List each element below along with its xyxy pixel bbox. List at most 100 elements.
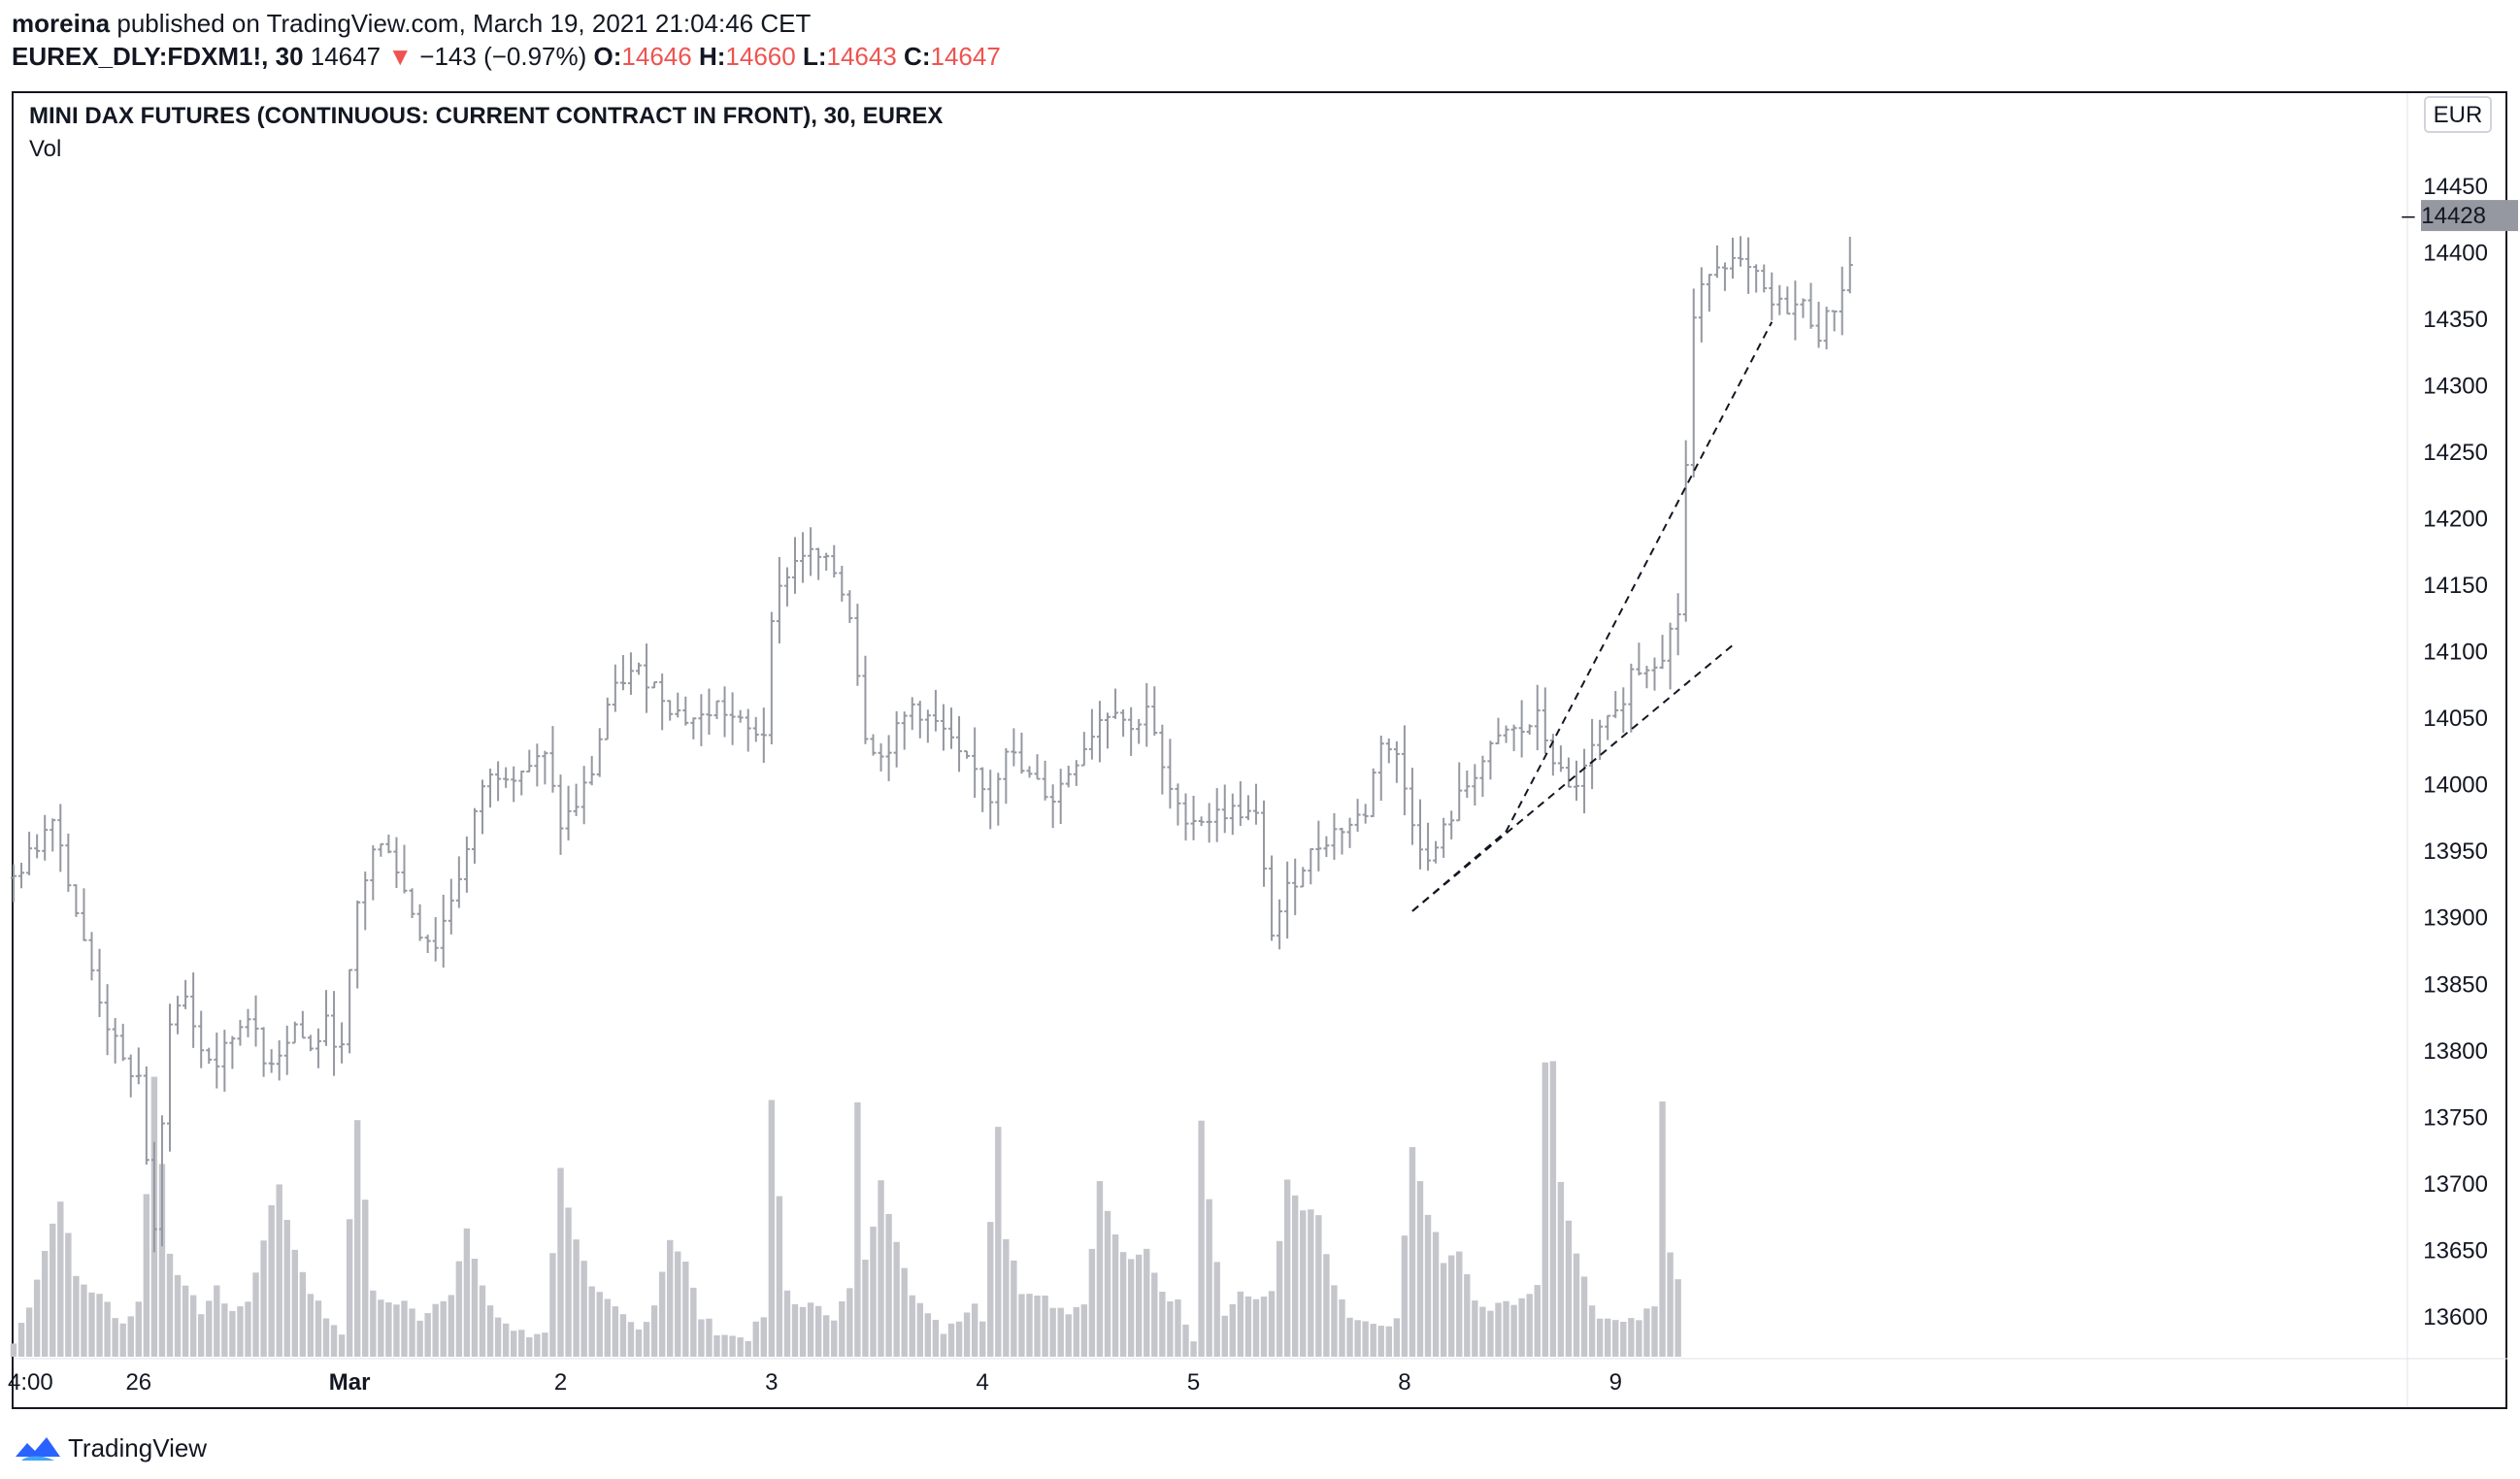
volume-bar — [1580, 1276, 1588, 1357]
volume-bar — [1136, 1254, 1143, 1357]
volume-bar — [1034, 1295, 1041, 1357]
volume-bar — [635, 1329, 643, 1357]
volume-bar — [1549, 1061, 1557, 1357]
volume-bar — [268, 1204, 275, 1357]
volume-bar — [1088, 1248, 1096, 1357]
volume-bar — [737, 1337, 744, 1357]
legend-volume: Vol — [29, 136, 62, 162]
volume-bar — [987, 1222, 994, 1357]
volume-bar — [135, 1301, 142, 1357]
price-tick-label: 13750 — [2423, 1104, 2488, 1131]
time-tick-label: 4 — [977, 1369, 989, 1396]
volume-bar — [1385, 1326, 1392, 1357]
volume-bar — [1182, 1324, 1189, 1357]
volume-bar — [627, 1322, 635, 1357]
volume-bar — [346, 1219, 353, 1357]
symbol-name[interactable]: EUREX_DLY:FDXM1!, 30 — [12, 42, 304, 71]
volume-bar — [307, 1294, 315, 1357]
volume-bar — [206, 1300, 213, 1357]
currency-badge[interactable] — [2424, 96, 2492, 133]
volume-bar — [1588, 1305, 1596, 1357]
volume-bar — [338, 1334, 346, 1357]
volume-bar — [565, 1207, 572, 1357]
volume-bar — [1401, 1235, 1409, 1357]
volume-bar — [658, 1271, 666, 1357]
volume-bar — [534, 1333, 541, 1357]
volume-bar — [799, 1306, 807, 1357]
volume-bar — [1636, 1320, 1642, 1357]
volume-bar — [315, 1300, 322, 1357]
publish-info: moreina published on TradingView.com, Ma… — [12, 6, 811, 41]
volume-bar — [1268, 1291, 1276, 1357]
volume-bar — [104, 1301, 111, 1357]
volume-bar — [1667, 1252, 1674, 1357]
volume-bar — [112, 1318, 118, 1357]
volume-bar — [963, 1312, 971, 1357]
volume-bar — [1377, 1326, 1384, 1357]
volume-bar — [745, 1340, 751, 1357]
volume-bar — [1346, 1317, 1353, 1357]
volume-bar — [283, 1220, 290, 1357]
volume-bar — [448, 1295, 454, 1357]
price-tick-label: 14050 — [2423, 706, 2488, 732]
volume-bar — [1424, 1214, 1432, 1357]
volume-bar — [1308, 1209, 1314, 1357]
volume-bar — [1487, 1310, 1494, 1357]
volume-bar — [1080, 1304, 1088, 1357]
volume-bar — [1323, 1254, 1330, 1357]
author-name[interactable]: moreina — [12, 9, 111, 38]
legend-title: MINI DAX FUTURES (CONTINUOUS: CURRENT CO… — [29, 103, 944, 129]
volume-bar — [502, 1323, 510, 1357]
volume-bar — [322, 1318, 330, 1357]
volume-bar — [604, 1298, 611, 1357]
time-tick-label: 2 — [554, 1369, 567, 1396]
volume-bar — [362, 1200, 369, 1357]
volume-bar — [65, 1232, 72, 1357]
volume-bar — [1096, 1181, 1104, 1357]
volume-bar — [1472, 1300, 1478, 1357]
volume-bar — [1292, 1195, 1299, 1357]
last-price-label: – 14428 — [2402, 203, 2486, 229]
volume-bar — [839, 1300, 846, 1357]
volume-bar — [573, 1239, 580, 1357]
volume-bar — [916, 1302, 923, 1357]
volume-bar — [432, 1303, 439, 1357]
volume-bar — [1362, 1321, 1369, 1357]
volume-bar — [588, 1286, 595, 1357]
volume-bar — [1440, 1263, 1447, 1357]
price-tick-label: 13900 — [2423, 905, 2488, 932]
volume-bar — [127, 1316, 134, 1357]
volume-bar — [214, 1285, 220, 1357]
volume-bar — [1127, 1259, 1135, 1357]
volume-bar — [1526, 1294, 1533, 1357]
volume-bar — [1331, 1285, 1338, 1357]
volume-bar — [73, 1275, 80, 1357]
volume-bar — [1628, 1318, 1635, 1357]
volume-bar — [893, 1241, 900, 1357]
volume-bar — [924, 1313, 932, 1357]
volume-bar — [1104, 1210, 1111, 1357]
footer-brand[interactable]: TradingView — [14, 1430, 207, 1465]
price-tick-label: 13700 — [2423, 1171, 2488, 1198]
volume-bar — [1370, 1324, 1376, 1357]
volume-bar — [237, 1306, 244, 1357]
volume-bar — [1252, 1298, 1260, 1357]
price-tick-label: 14100 — [2423, 640, 2488, 666]
volume-bar — [1144, 1248, 1150, 1357]
volume-bar — [424, 1313, 431, 1357]
trendline-2[interactable] — [1411, 321, 1774, 912]
volume-bar — [814, 1305, 822, 1357]
volume-bar — [932, 1319, 940, 1357]
volume-bar — [1175, 1299, 1181, 1357]
price-tick-label: 14400 — [2423, 240, 2488, 266]
chart-frame[interactable] — [12, 91, 2507, 1409]
volume-bar — [1510, 1304, 1517, 1357]
volume-bar — [416, 1320, 423, 1357]
volume-bar — [354, 1120, 361, 1357]
open-label: O: — [593, 42, 622, 71]
volume-bar — [995, 1127, 1002, 1357]
volume-bar — [831, 1320, 838, 1357]
trendline-1[interactable] — [1411, 643, 1734, 912]
volume-bar — [1276, 1240, 1283, 1357]
